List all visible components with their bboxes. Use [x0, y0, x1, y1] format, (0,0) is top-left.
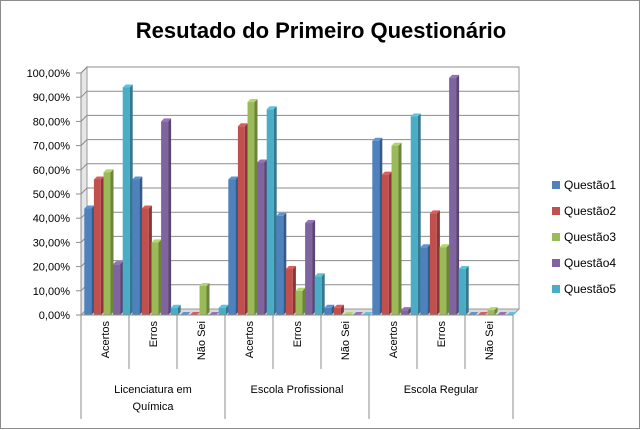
bar: [170, 304, 181, 315]
bar: [429, 210, 440, 315]
bar: [257, 159, 268, 315]
bar: [266, 106, 277, 315]
legend-swatch: [552, 285, 560, 293]
x-category-label: Acertos: [244, 321, 256, 359]
x-category-label: Não Sei: [484, 321, 496, 360]
bar: [468, 312, 479, 315]
x-category-label: Erros: [436, 321, 448, 348]
bar: [343, 312, 354, 315]
legend-entry: Questão1: [552, 178, 616, 192]
bar: [324, 304, 335, 315]
legend-entry: Questão2: [552, 204, 616, 218]
y-tick-label: 70,00%: [33, 141, 71, 153]
bar: [314, 273, 325, 315]
bar: [218, 304, 229, 315]
bar: [189, 312, 200, 315]
bar: [487, 307, 498, 315]
bar: [401, 307, 412, 315]
bar: [353, 312, 364, 315]
bar: [209, 312, 220, 315]
bar: [228, 176, 239, 315]
x-axis: Acertos Erros Não Sei Licenciatura em Químic…: [80, 314, 514, 419]
gridline: [80, 90, 519, 98]
bar: [122, 84, 133, 316]
x-group-label: Química: [133, 401, 175, 413]
x-category-label: Acertos: [100, 321, 112, 359]
bar: [84, 205, 95, 315]
legend-label: Questão5: [564, 282, 616, 296]
bar: [477, 312, 488, 315]
bar: [506, 312, 517, 315]
bar: [410, 113, 421, 315]
y-tick-label: 90,00%: [33, 92, 71, 104]
bar: [151, 239, 162, 315]
legend-label: Questão1: [564, 178, 616, 192]
legend-entry: Questão4: [552, 256, 616, 270]
bar: [103, 169, 114, 315]
bar: [497, 312, 508, 315]
legend-label: Questão4: [564, 256, 616, 270]
bar: [372, 137, 383, 315]
legend-swatch: [552, 233, 560, 241]
legend-label: Questão2: [564, 204, 616, 218]
bar: [237, 123, 248, 316]
bar: [247, 99, 258, 315]
legend-swatch: [552, 181, 560, 189]
legend-entry: Questão5: [552, 282, 616, 296]
gridline: [80, 114, 519, 122]
bar: [458, 266, 469, 315]
bar: [362, 312, 373, 315]
x-category-label: Não Sei: [196, 321, 208, 360]
legend-swatch: [552, 207, 560, 215]
legend-swatch: [552, 259, 560, 267]
bar: [333, 304, 344, 315]
bar: [449, 74, 460, 315]
bar: [420, 244, 431, 315]
y-axis-ticks: 0,00% 10,00% 20,00% 30,00% 40,00% 50,00% 60,00…: [27, 68, 82, 322]
bar: [161, 118, 172, 316]
y-tick-label: 80,00%: [33, 116, 71, 128]
bar: [132, 176, 143, 315]
bar: [439, 244, 450, 315]
y-tick-label: 0,00%: [39, 310, 70, 322]
x-category-label: Erros: [148, 321, 160, 348]
chart-title: Resutado do Primeiro Questionário: [136, 18, 506, 43]
x-category-label: Não Sei: [340, 321, 352, 360]
bar: [141, 205, 152, 315]
legend: Questão1 Questão2 Questão3 Questão4 Questão5: [552, 178, 616, 296]
bar: [305, 220, 316, 315]
y-tick-label: 40,00%: [33, 213, 71, 225]
legend-entry: Questão3: [552, 230, 616, 244]
bar: [276, 212, 287, 315]
bar: [381, 171, 392, 315]
bar: [113, 261, 124, 315]
bars: [84, 74, 517, 316]
bar: [285, 266, 296, 315]
bar: [295, 287, 306, 315]
y-tick-label: 10,00%: [33, 286, 71, 298]
bar: [199, 282, 210, 315]
x-category-label: Erros: [292, 321, 304, 348]
x-group-label: Licenciatura em: [114, 384, 192, 396]
gridline: [80, 66, 519, 74]
y-tick-label: 100,00%: [27, 68, 71, 80]
bar: [391, 142, 402, 315]
y-tick-label: 20,00%: [33, 262, 71, 274]
y-tick-label: 30,00%: [33, 237, 71, 249]
x-group-label: Escola Regular: [404, 384, 479, 396]
y-tick-label: 50,00%: [33, 189, 71, 201]
x-group-label: Escola Profissional: [251, 384, 344, 396]
bar: [93, 176, 104, 315]
bar: [180, 312, 191, 315]
y-tick-label: 60,00%: [33, 165, 71, 177]
x-category-label: Acertos: [388, 321, 400, 359]
legend-label: Questão3: [564, 230, 616, 244]
